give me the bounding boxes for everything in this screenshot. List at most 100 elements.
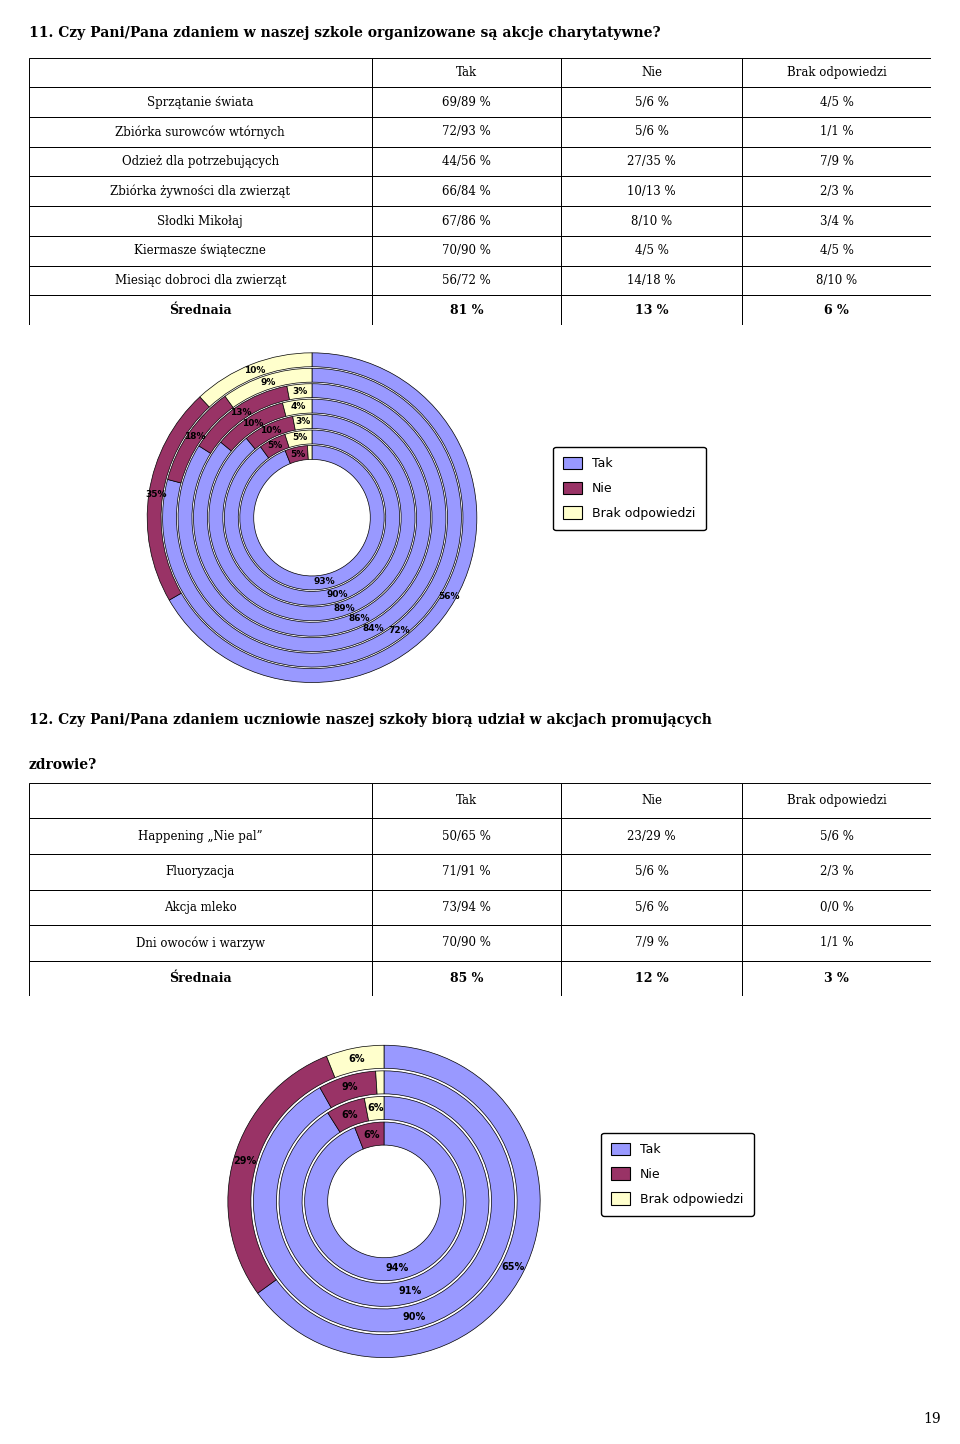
- Bar: [372, 147, 562, 176]
- Text: 6 %: 6 %: [824, 303, 849, 316]
- Wedge shape: [285, 446, 308, 464]
- Bar: [372, 819, 562, 853]
- Wedge shape: [209, 414, 415, 621]
- Text: 70/90 %: 70/90 %: [442, 244, 491, 257]
- Bar: [29, 783, 372, 819]
- Text: 6%: 6%: [363, 1129, 379, 1139]
- Wedge shape: [200, 352, 312, 407]
- Wedge shape: [221, 403, 286, 451]
- Text: 29%: 29%: [233, 1157, 256, 1167]
- Text: Tak: Tak: [456, 66, 477, 79]
- Text: 3%: 3%: [296, 417, 311, 426]
- Wedge shape: [327, 1099, 369, 1132]
- Text: 71/91 %: 71/91 %: [443, 865, 491, 878]
- Text: 2/3 %: 2/3 %: [820, 185, 853, 198]
- Bar: [742, 206, 931, 235]
- Text: 6%: 6%: [367, 1103, 383, 1113]
- Wedge shape: [169, 352, 477, 683]
- Bar: [372, 266, 562, 295]
- Bar: [29, 853, 372, 890]
- Text: 65%: 65%: [501, 1262, 524, 1272]
- Text: 90%: 90%: [402, 1311, 426, 1321]
- Bar: [742, 176, 931, 206]
- Text: Średnaia: Średnaia: [169, 972, 231, 985]
- Bar: [742, 890, 931, 926]
- Bar: [562, 783, 742, 819]
- Bar: [372, 295, 562, 325]
- Text: 67/86 %: 67/86 %: [443, 215, 491, 228]
- Wedge shape: [225, 430, 399, 605]
- Text: 72/93 %: 72/93 %: [443, 126, 491, 139]
- Bar: [29, 147, 372, 176]
- Text: 5/6 %: 5/6 %: [635, 126, 668, 139]
- Text: 4%: 4%: [290, 403, 305, 412]
- Text: 90%: 90%: [326, 591, 348, 599]
- Bar: [29, 295, 372, 325]
- Wedge shape: [253, 1071, 515, 1331]
- Text: 10/13 %: 10/13 %: [627, 185, 676, 198]
- Text: 12 %: 12 %: [635, 972, 668, 985]
- Text: 6%: 6%: [348, 1054, 365, 1064]
- Text: 23/29 %: 23/29 %: [627, 829, 676, 843]
- Wedge shape: [178, 384, 446, 651]
- Wedge shape: [304, 1122, 464, 1281]
- Text: 10%: 10%: [260, 426, 282, 435]
- Text: Happening „Nie pal”: Happening „Nie pal”: [138, 829, 263, 843]
- Text: 5/6 %: 5/6 %: [635, 901, 668, 914]
- Text: 69/89 %: 69/89 %: [443, 95, 491, 108]
- Text: 8/10 %: 8/10 %: [816, 274, 857, 287]
- Bar: [742, 58, 931, 88]
- Text: Akcja mleko: Akcja mleko: [164, 901, 236, 914]
- Bar: [372, 960, 562, 996]
- Bar: [562, 147, 742, 176]
- Text: Tak: Tak: [456, 794, 477, 807]
- Bar: [562, 295, 742, 325]
- Bar: [742, 266, 931, 295]
- Bar: [29, 890, 372, 926]
- Text: 56%: 56%: [438, 592, 460, 601]
- Wedge shape: [285, 430, 312, 448]
- Text: 5/6 %: 5/6 %: [635, 95, 668, 108]
- Text: 4/5 %: 4/5 %: [635, 244, 668, 257]
- Bar: [562, 266, 742, 295]
- Legend: Tak, Nie, Brak odpowiedzi: Tak, Nie, Brak odpowiedzi: [554, 446, 706, 530]
- Bar: [29, 960, 372, 996]
- Text: Kiermasze świąteczne: Kiermasze świąteczne: [134, 244, 266, 257]
- Text: 5/6 %: 5/6 %: [820, 829, 853, 843]
- Text: 85 %: 85 %: [450, 972, 483, 985]
- Bar: [372, 853, 562, 890]
- Wedge shape: [228, 1056, 335, 1294]
- Text: 12. Czy Pani/Pana zdaniem uczniowie naszej szkoły biorą udział w akcjach promują: 12. Czy Pani/Pana zdaniem uczniowie nasz…: [29, 713, 711, 728]
- Bar: [562, 926, 742, 960]
- Bar: [562, 960, 742, 996]
- Wedge shape: [326, 1045, 384, 1077]
- Wedge shape: [293, 414, 312, 430]
- Bar: [372, 235, 562, 266]
- Text: Słodki Mikołaj: Słodki Mikołaj: [157, 215, 243, 228]
- Bar: [562, 235, 742, 266]
- Bar: [372, 926, 562, 960]
- Bar: [29, 926, 372, 960]
- Bar: [372, 206, 562, 235]
- Bar: [29, 88, 372, 117]
- Text: 84%: 84%: [362, 624, 384, 634]
- Text: 66/84 %: 66/84 %: [443, 185, 491, 198]
- Text: 0/0 %: 0/0 %: [820, 901, 853, 914]
- Text: 9%: 9%: [342, 1083, 358, 1092]
- Text: 10%: 10%: [242, 419, 263, 427]
- Wedge shape: [375, 1071, 384, 1095]
- Text: zdrowie?: zdrowie?: [29, 758, 97, 773]
- Text: Zbiórka żywności dla zwierząt: Zbiórka żywności dla zwierząt: [110, 185, 290, 198]
- Text: 50/65 %: 50/65 %: [442, 829, 491, 843]
- Wedge shape: [287, 384, 312, 400]
- Text: 5%: 5%: [268, 442, 283, 451]
- Text: 35%: 35%: [145, 490, 167, 498]
- Wedge shape: [168, 396, 233, 482]
- Text: Miesiąc dobroci dla zwierząt: Miesiąc dobroci dla zwierząt: [114, 274, 286, 287]
- Text: 10%: 10%: [244, 367, 265, 375]
- Text: 27/35 %: 27/35 %: [627, 155, 676, 168]
- Wedge shape: [162, 368, 462, 667]
- Bar: [742, 926, 931, 960]
- Text: 2/3 %: 2/3 %: [820, 865, 853, 878]
- Text: Nie: Nie: [641, 794, 662, 807]
